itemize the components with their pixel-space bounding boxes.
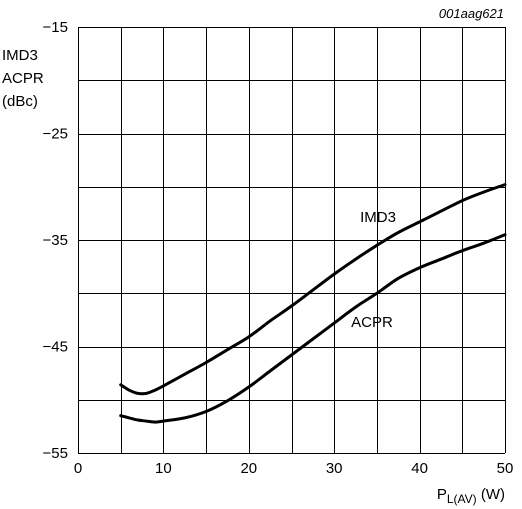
- x-axis-label: PL(AV) (W): [437, 486, 505, 506]
- y-axis-label-line-1: IMD3: [2, 47, 38, 64]
- x-axis-label-main: P: [437, 486, 447, 503]
- y-tick-label: −35: [43, 232, 68, 249]
- x-tick-label: 40: [411, 460, 428, 477]
- tick-labels: 0 10 20 30 40 50 −15 −25 −35 −45 −55: [43, 19, 514, 477]
- x-tick-label: 10: [155, 460, 172, 477]
- x-axis-label-unit: (W): [477, 486, 505, 503]
- y-tick-label: −55: [43, 445, 68, 462]
- x-tick-label: 20: [240, 460, 257, 477]
- grid: [78, 27, 506, 454]
- y-tick-label: −15: [43, 19, 68, 36]
- series-line-acpr: [119, 233, 507, 424]
- y-axis-label-line-2: ACPR: [2, 70, 44, 87]
- y-tick-label: −45: [43, 339, 68, 356]
- figure-code: 001aag621: [439, 6, 504, 21]
- series-curves: [119, 183, 507, 424]
- series-line-imd3: [119, 183, 507, 396]
- series-label-imd3: IMD3: [360, 209, 396, 226]
- y-axis-label-line-3: (dBc): [2, 93, 38, 110]
- x-tick-label: 50: [497, 460, 514, 477]
- x-tick-label: 30: [326, 460, 343, 477]
- series-label-acpr: ACPR: [351, 314, 393, 331]
- x-tick-label: 0: [74, 460, 82, 477]
- y-tick-label: −25: [43, 126, 68, 143]
- x-axis-label-subscript: L(AV): [447, 492, 477, 506]
